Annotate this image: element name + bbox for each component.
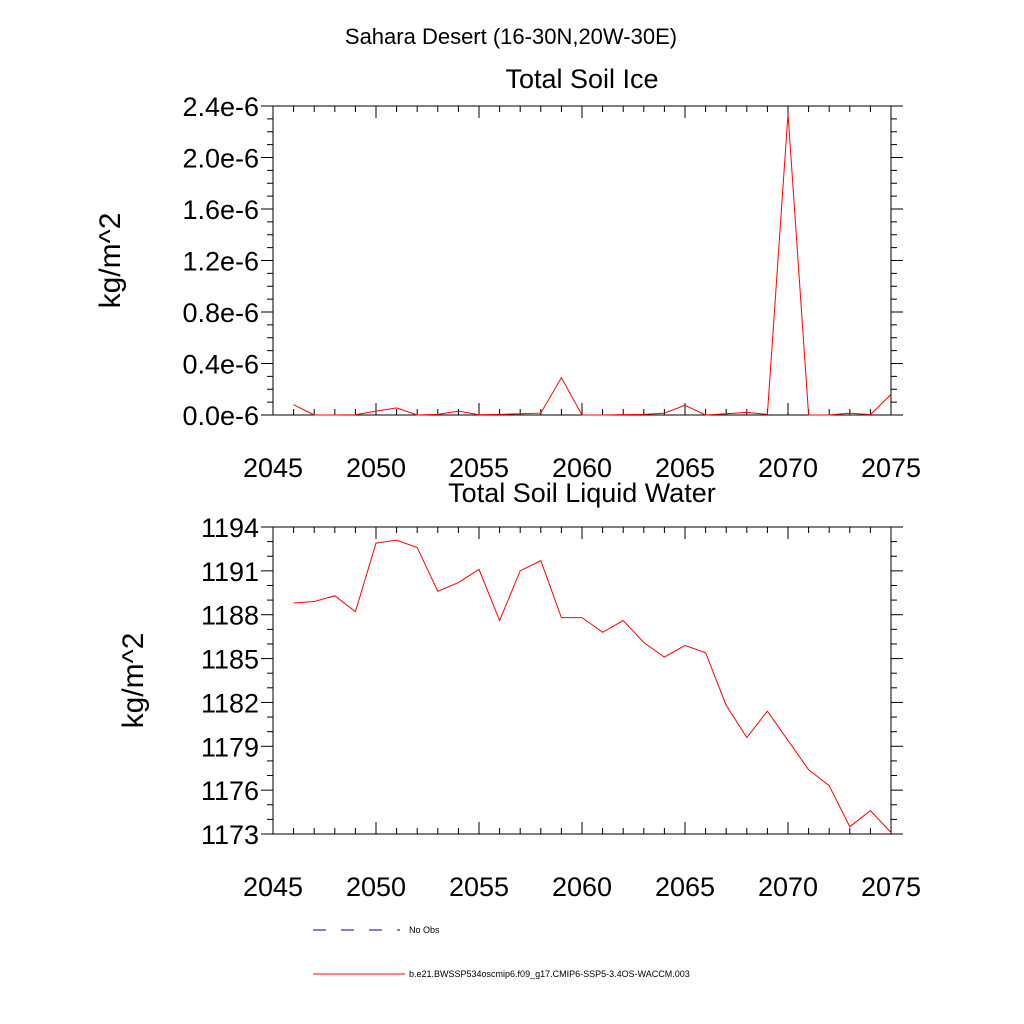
x-tick-label: 2065 <box>655 872 715 902</box>
y-tick-label: 1182 <box>201 688 259 718</box>
y-tick-label: 0.8e-6 <box>182 298 259 328</box>
x-tick-label: 2070 <box>758 453 818 483</box>
legend-label-no-obs: No Obs <box>409 925 440 935</box>
y-tick-label: 0.4e-6 <box>182 350 259 380</box>
y-tick-label: 1191 <box>201 557 259 587</box>
panel-title: Total Soil Ice <box>505 64 658 94</box>
x-tick-label: 2055 <box>449 453 509 483</box>
x-tick-label: 2050 <box>346 872 406 902</box>
y-tick-label: 1185 <box>201 645 259 675</box>
x-tick-label: 2045 <box>243 872 303 902</box>
y-axis-label: kg/m^2 <box>94 213 127 309</box>
y-tick-label: 1173 <box>201 820 259 850</box>
x-tick-label: 2075 <box>861 453 921 483</box>
x-tick-label: 2070 <box>758 872 818 902</box>
y-tick-label: 1188 <box>201 601 259 631</box>
x-tick-label: 2060 <box>552 872 612 902</box>
y-tick-label: 1.6e-6 <box>182 195 259 225</box>
y-tick-label: 1176 <box>201 776 259 806</box>
x-tick-label: 2045 <box>243 453 303 483</box>
y-tick-label: 1179 <box>201 732 259 762</box>
y-tick-label: 1.2e-6 <box>182 247 259 277</box>
y-tick-label: 2.0e-6 <box>182 144 259 174</box>
x-tick-label: 2060 <box>552 453 612 483</box>
x-tick-label: 2055 <box>449 872 509 902</box>
plot-frame <box>272 526 892 835</box>
x-tick-label: 2075 <box>861 872 921 902</box>
soil-ice-panel: Total Soil Ice kg/m^2 2045 2050 2055 2060 2065… <box>94 64 921 483</box>
legend-label-model: b.e21.BWSSP534oscmip6.f09_g17.CMIP6-SSP5… <box>409 969 690 979</box>
panel-title: Total Soil Liquid Water <box>448 478 716 508</box>
y-tick-label: 1194 <box>201 513 259 543</box>
y-tick-label: 0.0e-6 <box>182 401 259 431</box>
series-line <box>293 539 892 833</box>
x-tick-label: 2050 <box>346 453 406 483</box>
x-tick-label: 2065 <box>655 453 715 483</box>
y-axis-label: kg/m^2 <box>117 633 150 729</box>
legend: No Obs b.e21.BWSSP534oscmip6.f09_g17.CMI… <box>313 925 690 979</box>
series-line <box>293 113 892 416</box>
soil-liquid-water-panel: Total Soil Liquid Water kg/m^2 2045 2050 205… <box>117 478 921 902</box>
figure-suptitle: Sahara Desert (16-30N,20W-30E) <box>345 24 677 49</box>
y-tick-label: 2.4e-6 <box>182 92 259 122</box>
